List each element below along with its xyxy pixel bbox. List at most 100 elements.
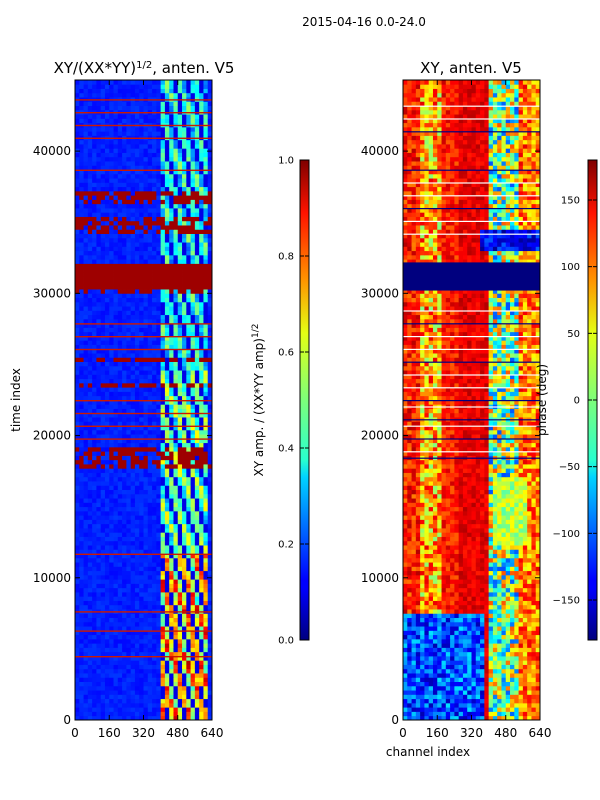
heatmap-cell [83,344,89,350]
heatmap-cell [156,425,162,431]
heatmap-cell [134,455,140,461]
heatmap-cell [177,621,183,627]
heatmap-cell [100,289,106,294]
heatmap-cell [96,455,102,461]
heatmap-cell [169,152,174,158]
heatmap-cell [96,391,102,397]
heatmap-cell [207,323,212,328]
heatmap-cell [87,233,93,239]
heatmap-cell [130,173,136,179]
heatmap-cell [130,668,136,674]
heatmap-cell [169,660,174,665]
heatmap-cell [92,225,97,230]
heatmap-cell [207,562,212,567]
heatmap-cell [160,711,166,717]
left-colorbar-ticks: 0.00.20.40.60.81.0 [278,156,309,647]
heatmap-cell [104,165,110,170]
heatmap-cell [203,353,209,358]
heatmap-cell [203,519,209,525]
heatmap-cell [177,502,183,508]
heatmap-cell [156,604,162,610]
heatmap-cell [109,673,114,678]
heatmap-cell [186,105,191,111]
heatmap-cell [190,613,196,618]
heatmap-cell [87,536,93,542]
flag-line [75,323,212,325]
heatmap-cell [113,289,119,294]
heatmap-cell [134,395,140,401]
heatmap-cell [109,101,114,106]
heatmap-cell [207,694,212,700]
heatmap-cell [130,617,136,623]
heatmap-cell [160,382,166,388]
heatmap-cell [207,643,212,648]
heatmap-cell [156,481,162,486]
heatmap-cell [194,323,200,328]
heatmap-cell [83,199,89,205]
heatmap-cell [199,165,204,170]
heatmap-cell [96,694,102,700]
heatmap-cell [92,323,97,328]
heatmap-cell [186,446,191,452]
heatmap-cell [194,694,200,700]
heatmap-cell [194,566,200,572]
heatmap-cell [104,353,110,358]
heatmap-cell [92,400,97,405]
heatmap-cell [203,668,209,674]
heatmap-cell [79,472,84,478]
heatmap-cell [147,169,153,175]
heatmap-cell [104,263,110,269]
heatmap-cell [186,348,191,354]
heatmap-cell [173,540,179,546]
heatmap-cell [207,357,212,362]
heatmap-cell [186,519,191,525]
heatmap-cell [156,685,162,691]
heatmap-cell [199,101,204,106]
heatmap-cell [96,638,102,644]
heatmap-cell [173,80,179,85]
heatmap-cell [190,280,196,286]
heatmap-cell [152,306,157,311]
heatmap-cell [79,707,84,712]
heatmap-cell [130,387,136,392]
heatmap-cell [199,702,204,708]
heatmap-cell [484,711,490,717]
heatmap-cell [126,613,132,618]
heatmap-cell [104,621,110,627]
heatmap-cell [104,549,110,554]
heatmap-cell [130,203,136,209]
heatmap-cell [156,126,162,132]
heatmap-cell [199,656,204,661]
heatmap-cell [79,318,84,324]
heatmap-cell [139,199,144,205]
heatmap-cell [147,523,153,529]
heatmap-cell [87,374,93,380]
heatmap-cell [130,468,136,473]
heatmap-cell [96,532,102,537]
heatmap-cell [147,417,153,422]
heatmap-cell [109,382,114,388]
heatmap-cell [104,395,110,401]
heatmap-cell [79,242,84,247]
heatmap-cell [182,630,187,636]
heatmap-cell [207,417,212,422]
heatmap-cell [199,331,204,337]
heatmap-cell [182,617,187,623]
heatmap-cell [164,425,170,431]
heatmap-cell [199,638,204,644]
heatmap-cell [126,263,132,269]
heatmap-cell [169,361,174,367]
heatmap-cell [156,510,162,516]
heatmap-cell [203,481,209,486]
heatmap-cell [190,715,196,720]
heatmap-cell [117,694,123,700]
flag-line [75,124,212,127]
heatmap-cell [143,229,149,234]
heatmap-cell [75,323,80,328]
heatmap-cell [87,698,93,704]
heatmap-cell [203,592,209,597]
heatmap-cell [139,165,144,170]
heatmap-cell [203,459,209,465]
heatmap-cell [156,557,162,563]
heatmap-cell [203,643,209,648]
